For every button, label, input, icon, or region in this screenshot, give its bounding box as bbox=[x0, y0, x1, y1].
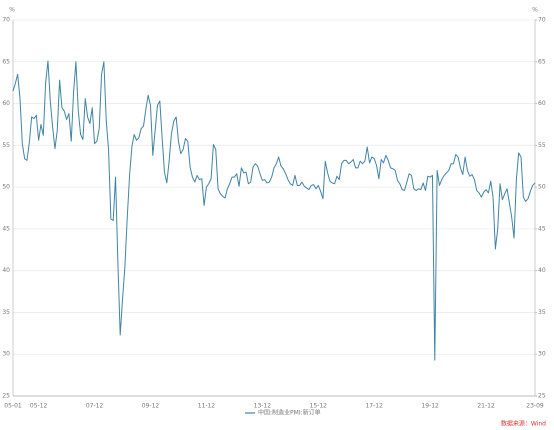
data-line bbox=[12, 60, 536, 361]
source-note: 数据来源：Wind bbox=[501, 420, 546, 428]
y2-tick-label: 55 bbox=[538, 142, 546, 149]
y-tick-label: 65 bbox=[2, 58, 10, 65]
x-tick-label: 21-12 bbox=[477, 403, 495, 410]
x-tick-label: 23-09 bbox=[526, 403, 544, 410]
y-tick-label: 40 bbox=[2, 267, 10, 274]
x-tick-label: 11-12 bbox=[198, 403, 216, 410]
x-tick-label: 19-12 bbox=[421, 403, 439, 410]
y-tick-label: 45 bbox=[2, 225, 10, 232]
x-tick-label: 13-12 bbox=[254, 403, 272, 410]
y-tick-label: 25 bbox=[2, 393, 10, 400]
y2-tick-label: 65 bbox=[538, 58, 546, 65]
y2-tick-label: 35 bbox=[538, 309, 546, 316]
y-axis-unit: % bbox=[9, 7, 15, 14]
y2-tick-label: 30 bbox=[538, 351, 546, 358]
y2-tick-label: 25 bbox=[538, 393, 546, 400]
x-tick-label: 07-12 bbox=[86, 403, 104, 410]
x-tick-label: 09-12 bbox=[142, 403, 160, 410]
y2-tick-label: 40 bbox=[538, 267, 546, 274]
y2-tick-label: 45 bbox=[538, 225, 546, 232]
y2-tick-label: 70 bbox=[538, 17, 546, 24]
y2-tick-label: 60 bbox=[538, 100, 546, 107]
y-tick-label: 70 bbox=[2, 17, 10, 24]
y-tick-label: 35 bbox=[2, 309, 10, 316]
legend-label: 中国:制造业PMI:新订单 bbox=[258, 409, 321, 417]
x-tick-label: 05-12 bbox=[30, 403, 48, 410]
y-tick-label: 50 bbox=[2, 184, 10, 191]
y2-axis-unit: % bbox=[532, 7, 538, 14]
y-tick-label: 60 bbox=[2, 100, 10, 107]
x-tick-label: 17-12 bbox=[365, 403, 383, 410]
x-tick-label: 15-12 bbox=[310, 403, 328, 410]
y-tick-label: 55 bbox=[2, 142, 10, 149]
y-tick-label: 30 bbox=[2, 351, 10, 358]
x-tick-label: 05-01 bbox=[4, 403, 22, 410]
y2-tick-label: 50 bbox=[538, 184, 546, 191]
